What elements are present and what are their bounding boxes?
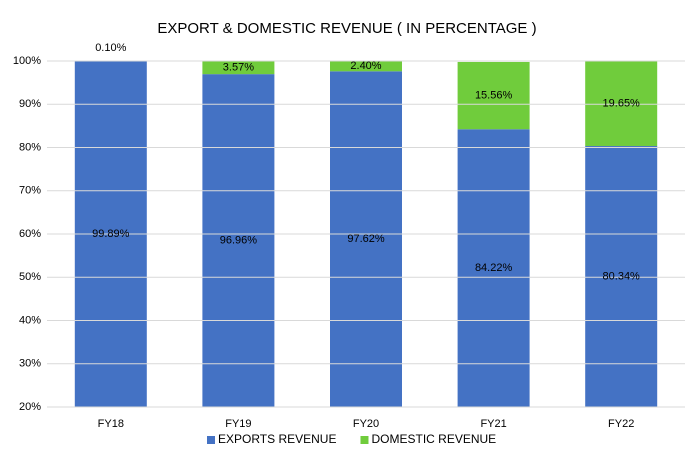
bar-segment — [202, 61, 275, 75]
y-tick-label: 100% — [13, 55, 41, 67]
bar-segment — [457, 61, 530, 130]
y-tick-label: 20% — [19, 401, 41, 413]
data-label: 19.65% — [603, 97, 641, 109]
data-label: 80.34% — [603, 270, 641, 282]
data-label: 2.40% — [350, 60, 381, 72]
x-tick-label: FY21 — [480, 418, 506, 430]
legend-swatch — [360, 436, 369, 444]
legend-swatch — [207, 436, 215, 444]
y-tick-label: 30% — [19, 358, 41, 370]
bar-segment — [457, 129, 530, 407]
chart-title: EXPORT & DOMESTIC REVENUE ( IN PERCENTAG… — [157, 20, 536, 37]
x-tick-label: FY19 — [225, 418, 251, 430]
data-label: 84.22% — [475, 262, 513, 274]
bar-segment — [585, 61, 658, 147]
y-tick-label: 90% — [19, 98, 41, 110]
y-tick-label: 40% — [19, 314, 41, 326]
plot-area — [74, 61, 658, 407]
data-label: 3.57% — [223, 61, 254, 73]
bar-segment — [330, 71, 402, 407]
legend-label: DOMESTIC REVENUE — [371, 432, 496, 446]
x-tick-label: FY18 — [98, 418, 124, 430]
y-tick-label: 50% — [19, 271, 41, 283]
data-label: 15.56% — [475, 90, 513, 102]
x-tick-label: FY22 — [608, 418, 634, 430]
data-label: 0.10% — [95, 42, 126, 54]
y-tick-label: 70% — [19, 185, 41, 197]
bar-segment — [202, 74, 275, 407]
legend-label: EXPORTS REVENUE — [218, 432, 336, 446]
data-label: 97.62% — [347, 233, 385, 245]
data-label: 99.89% — [92, 228, 130, 240]
data-label: 96.96% — [220, 234, 258, 246]
bar-segment — [330, 61, 402, 72]
x-tick-label: FY20 — [353, 418, 379, 430]
y-tick-label: 60% — [19, 228, 41, 240]
y-tick-label: 80% — [19, 141, 41, 153]
